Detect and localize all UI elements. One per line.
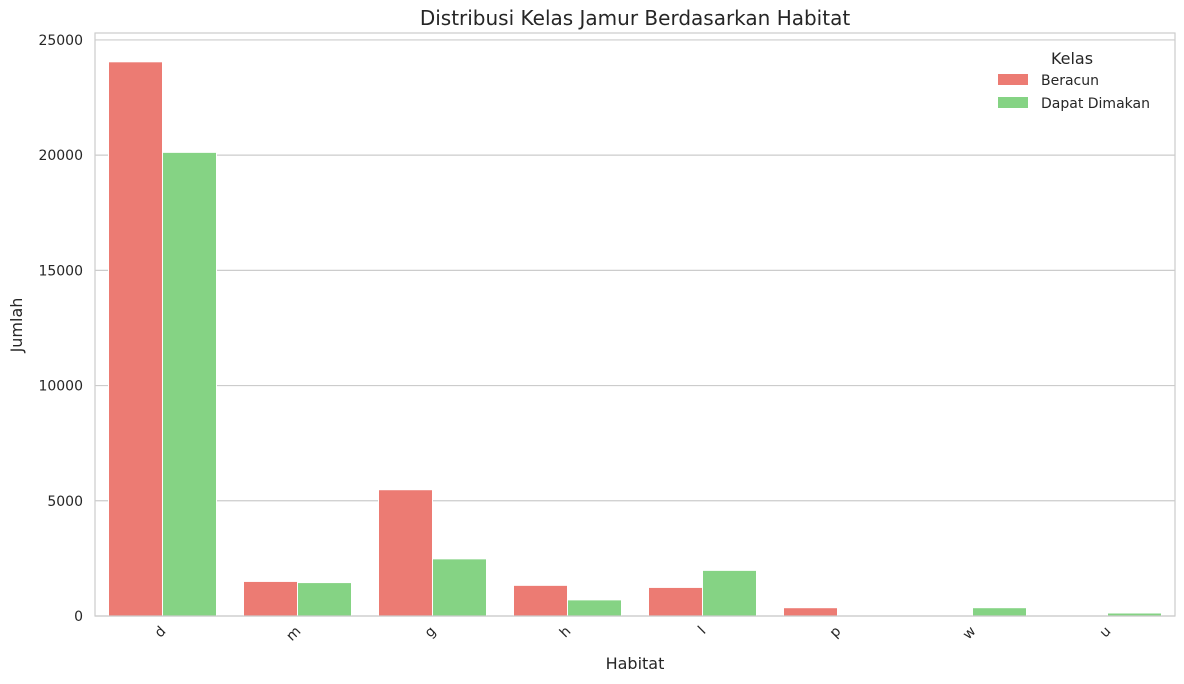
x-tick-label: u [1097,624,1115,642]
bar-beracun-p [783,607,838,617]
y-tick-label: 25000 [38,33,83,49]
y-tick-label: 15000 [38,263,83,279]
y-tick-label: 20000 [38,148,83,164]
x-tick-label: w [960,624,979,643]
chart-title: Distribusi Kelas Jamur Berdasarkan Habit… [420,6,851,30]
legend-title: Kelas [1051,49,1093,68]
bar-beracun-h [513,584,568,617]
y-tick-label: 5000 [47,494,83,510]
y-tick-label: 0 [74,609,83,625]
legend-swatch-beracun [998,74,1028,85]
legend-swatch-dapat-dimakan [998,97,1028,108]
x-tick-label: m [283,624,304,645]
legend-label-dapat-dimakan: Dapat Dimakan [1041,96,1150,112]
bar-dapat-dimakan-g [432,558,487,617]
bar-dapat-dimakan-h [567,599,622,617]
bar-beracun-d [108,61,163,617]
x-axis-label: Habitat [606,654,665,673]
x-tick-label: h [557,624,575,642]
bars [108,61,1162,617]
x-tick-label: l [695,624,709,638]
bar-dapat-dimakan-d [162,151,217,617]
bar-beracun-l [648,586,703,617]
y-axis-label: Jumlah [7,298,26,354]
legend: Kelas Beracun Dapat Dimakan [998,49,1150,112]
bar-dapat-dimakan-l [702,569,757,617]
bar-beracun-m [243,580,298,617]
plot-frame [94,32,1176,617]
x-tick-label: d [152,624,170,642]
x-tick-label: g [422,624,440,642]
bar-dapat-dimakan-w [972,607,1027,617]
grid-lines [95,39,1175,617]
bar-beracun-g [378,489,433,617]
x-tick-label: p [827,623,845,641]
bar-dapat-dimakan-m [297,582,352,617]
y-tick-label: 10000 [38,379,83,395]
legend-label-beracun: Beracun [1041,73,1099,89]
y-axis-ticks: 0 5000 10000 15000 20000 25000 [38,33,83,625]
